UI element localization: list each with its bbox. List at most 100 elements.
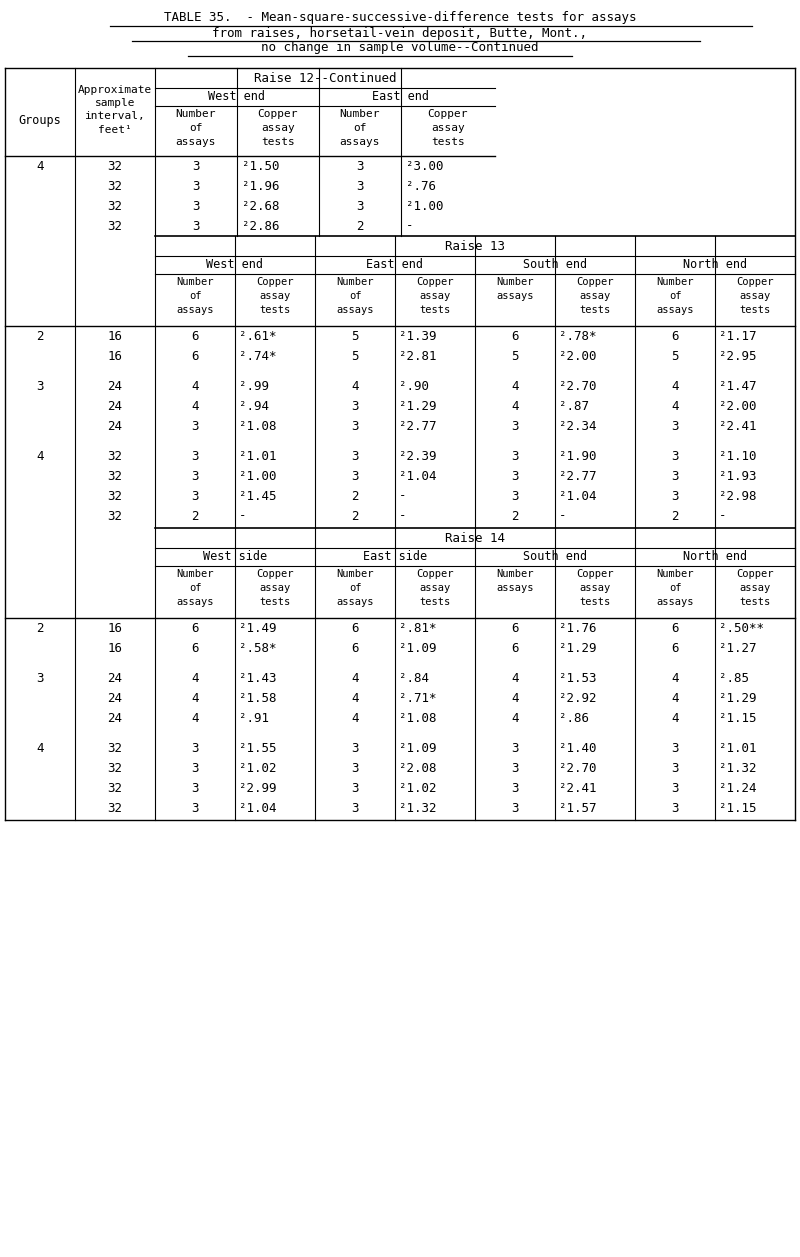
Text: tests: tests [259,305,290,316]
Text: ²1.39: ²1.39 [399,329,437,342]
Text: interval,: interval, [85,112,146,122]
Text: South end: South end [523,551,587,563]
Text: 6: 6 [511,329,518,342]
Text: ²1.09: ²1.09 [399,641,437,655]
Text: 6: 6 [351,641,358,655]
Text: 2: 2 [36,621,44,635]
Text: North end: North end [683,551,747,563]
Text: tests: tests [579,305,610,316]
Text: 3: 3 [511,450,518,463]
Text: ²2.70: ²2.70 [559,380,597,392]
Text: 3: 3 [351,420,358,432]
Text: -: - [719,509,726,523]
Text: 2: 2 [511,509,518,523]
Text: of: of [189,292,202,300]
Text: ²1.04: ²1.04 [399,470,437,483]
Text: Number: Number [176,277,214,287]
Text: Copper: Copper [258,109,298,119]
Text: 32: 32 [107,470,122,483]
Text: 16: 16 [107,349,122,362]
Text: 3: 3 [191,802,198,815]
Text: 3: 3 [191,450,198,463]
Text: ²2.08: ²2.08 [399,762,437,774]
Text: 32: 32 [107,782,122,794]
Text: East end: East end [373,91,430,103]
Text: -: - [399,509,406,523]
Text: Number: Number [336,277,374,287]
Text: 4: 4 [511,671,518,685]
Text: 32: 32 [107,220,122,233]
Text: Number: Number [176,569,214,579]
Text: 24: 24 [107,400,122,412]
Text: 24: 24 [107,380,122,392]
Text: East side: East side [363,551,427,563]
Text: 4: 4 [191,380,198,392]
Text: Raise 14: Raise 14 [445,532,505,544]
Text: 4: 4 [36,160,44,172]
Text: Number: Number [340,109,380,119]
Text: 32: 32 [107,180,122,192]
Text: assay: assay [259,292,290,300]
Text: Copper: Copper [736,569,774,579]
Text: ²1.00: ²1.00 [239,470,277,483]
Text: 5: 5 [351,329,358,342]
Text: ²2.77: ²2.77 [559,470,597,483]
Text: of: of [354,123,366,133]
Text: 24: 24 [107,420,122,432]
Text: 3: 3 [671,742,678,754]
Text: 6: 6 [671,621,678,635]
Text: assay: assay [419,292,450,300]
Text: Number: Number [496,277,534,287]
Text: ²1.47: ²1.47 [719,380,757,392]
Text: tests: tests [739,305,770,316]
Text: assay: assay [579,292,610,300]
Text: ².71*: ².71* [399,691,437,704]
Text: ²1.09: ²1.09 [399,742,437,754]
Text: from raises, horsetail-vein deposit, Butte, Mont.,: from raises, horsetail-vein deposit, But… [213,26,587,39]
Text: assays: assays [176,597,214,607]
Text: ²1.96: ²1.96 [242,180,279,192]
Text: 2: 2 [351,509,358,523]
Text: 3: 3 [351,762,358,774]
Text: ².81*: ².81* [399,621,437,635]
Text: ²2.99: ²2.99 [239,782,277,794]
Text: assays: assays [656,597,694,607]
Text: ²1.01: ²1.01 [239,450,277,463]
Text: Number: Number [656,569,694,579]
Text: of: of [190,123,202,133]
Text: ²2.81: ²2.81 [399,349,437,362]
Text: ²1.29: ²1.29 [399,400,437,412]
Text: tests: tests [259,597,290,607]
Text: ²1.76: ²1.76 [559,621,597,635]
Text: of: of [349,292,362,300]
Text: Raise 13: Raise 13 [445,240,505,253]
Text: 3: 3 [511,420,518,432]
Text: ²1.27: ²1.27 [719,641,757,655]
Text: ²2.68: ²2.68 [242,200,279,212]
Text: ².61*: ².61* [239,329,277,342]
Text: 3: 3 [351,802,358,815]
Text: ²2.95: ²2.95 [719,349,757,362]
Text: 6: 6 [351,621,358,635]
Text: ².78*: ².78* [559,329,597,342]
Text: ²1.43: ²1.43 [239,671,277,685]
Text: 3: 3 [351,400,358,412]
Text: 4: 4 [671,691,678,704]
Text: 3: 3 [356,160,364,172]
Text: ²2.41: ²2.41 [559,782,597,794]
Text: ²1.02: ²1.02 [399,782,437,794]
Text: 24: 24 [107,711,122,724]
Text: ²3.00: ²3.00 [406,160,443,172]
Text: 3: 3 [191,782,198,794]
Text: 3: 3 [511,742,518,754]
Text: ²1.02: ²1.02 [239,762,277,774]
Text: 4: 4 [511,400,518,412]
Text: ²2.00: ²2.00 [719,400,757,412]
Text: ².85: ².85 [719,671,749,685]
Text: assay: assay [419,583,450,593]
Text: Copper: Copper [416,277,454,287]
Text: Copper: Copper [416,569,454,579]
Text: 3: 3 [511,802,518,815]
Text: 3: 3 [671,420,678,432]
Text: 16: 16 [107,329,122,342]
